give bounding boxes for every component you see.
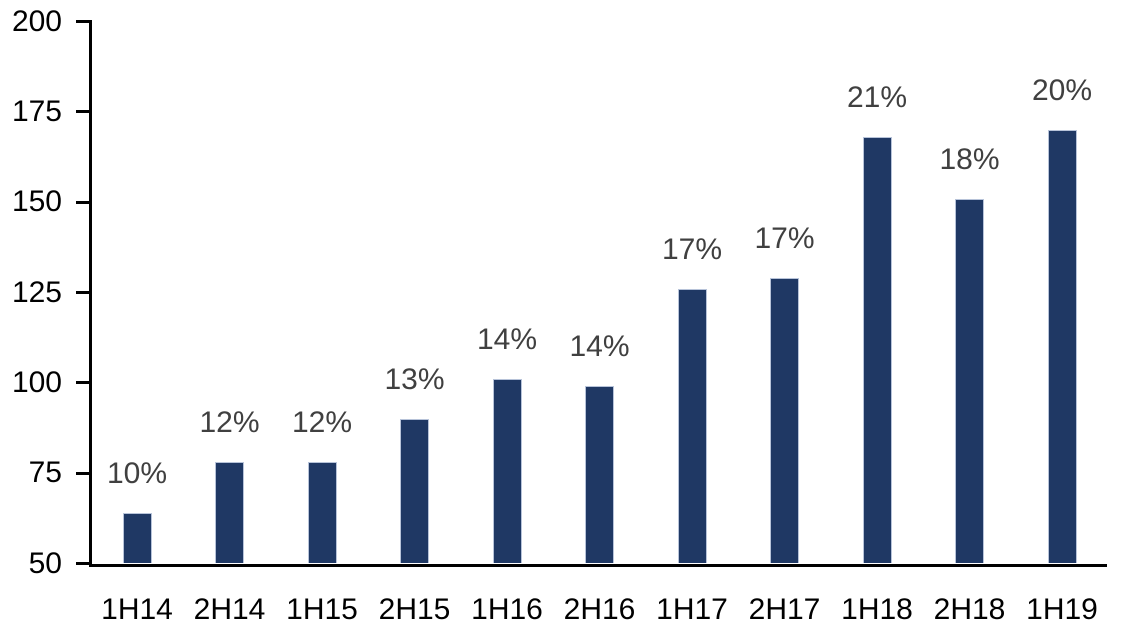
y-axis-tick-label: 125 [11, 275, 62, 309]
bar-1H16 [492, 379, 522, 564]
bar-1H15 [307, 462, 337, 564]
y-axis-tick-label: 150 [11, 185, 62, 219]
bar-1H17 [677, 288, 707, 564]
x-axis-tick-label: 2H17 [748, 593, 821, 626]
bar-value-label: 10% [106, 456, 168, 490]
y-axis-tick [76, 562, 92, 565]
y-axis-tick [76, 291, 92, 294]
x-axis-tick-label: 1H14 [101, 593, 173, 626]
x-axis-tick-label: 2H18 [933, 593, 1006, 626]
y-axis-tick [76, 471, 92, 475]
y-axis-tick [76, 200, 92, 204]
y-axis-tick-label: 75 [28, 456, 62, 490]
x-axis-tick-label: 2H14 [193, 593, 266, 626]
bar-value-label: 17% [754, 222, 815, 256]
x-axis-tick-label: 1H17 [656, 593, 728, 626]
bar-1H14 [122, 512, 152, 564]
y-axis-tick [76, 381, 92, 385]
x-axis-line [89, 563, 1107, 567]
bar-2H14 [215, 462, 244, 564]
y-axis-tick-label: 175 [11, 94, 62, 128]
bar-value-label: 14% [476, 323, 538, 357]
bar-value-label: 21% [846, 81, 908, 115]
bar-2H17 [770, 278, 799, 564]
x-axis-tick-label: 2H15 [378, 593, 451, 626]
y-axis-tick [76, 20, 92, 23]
bar-value-label: 14% [569, 330, 630, 364]
bar-1H19 [1047, 129, 1077, 564]
bar-value-label: 18% [939, 142, 1000, 176]
bar-2H16 [585, 386, 614, 564]
y-axis-tick-label: 100 [11, 365, 62, 399]
x-axis-tick-label: 1H16 [471, 593, 543, 626]
bar-value-label: 20% [1031, 73, 1093, 107]
bar-value-label: 13% [384, 362, 445, 396]
x-axis-tick-label: 2H16 [563, 593, 636, 626]
x-axis-tick-label: 1H19 [1026, 593, 1098, 626]
bar-2H18 [955, 198, 984, 564]
bar-1H18 [862, 137, 892, 564]
bar-2H15 [400, 418, 429, 564]
bar-value-label: 12% [199, 406, 260, 440]
x-axis-tick-label: 1H18 [841, 593, 913, 626]
y-axis-tick-label: 200 [11, 4, 62, 38]
bar-value-label: 12% [291, 406, 353, 440]
y-axis-tick-label: 50 [28, 546, 62, 580]
y-axis-tick [76, 110, 92, 114]
x-axis-tick-label: 1H15 [286, 593, 358, 626]
bar-value-label: 17% [661, 232, 723, 266]
